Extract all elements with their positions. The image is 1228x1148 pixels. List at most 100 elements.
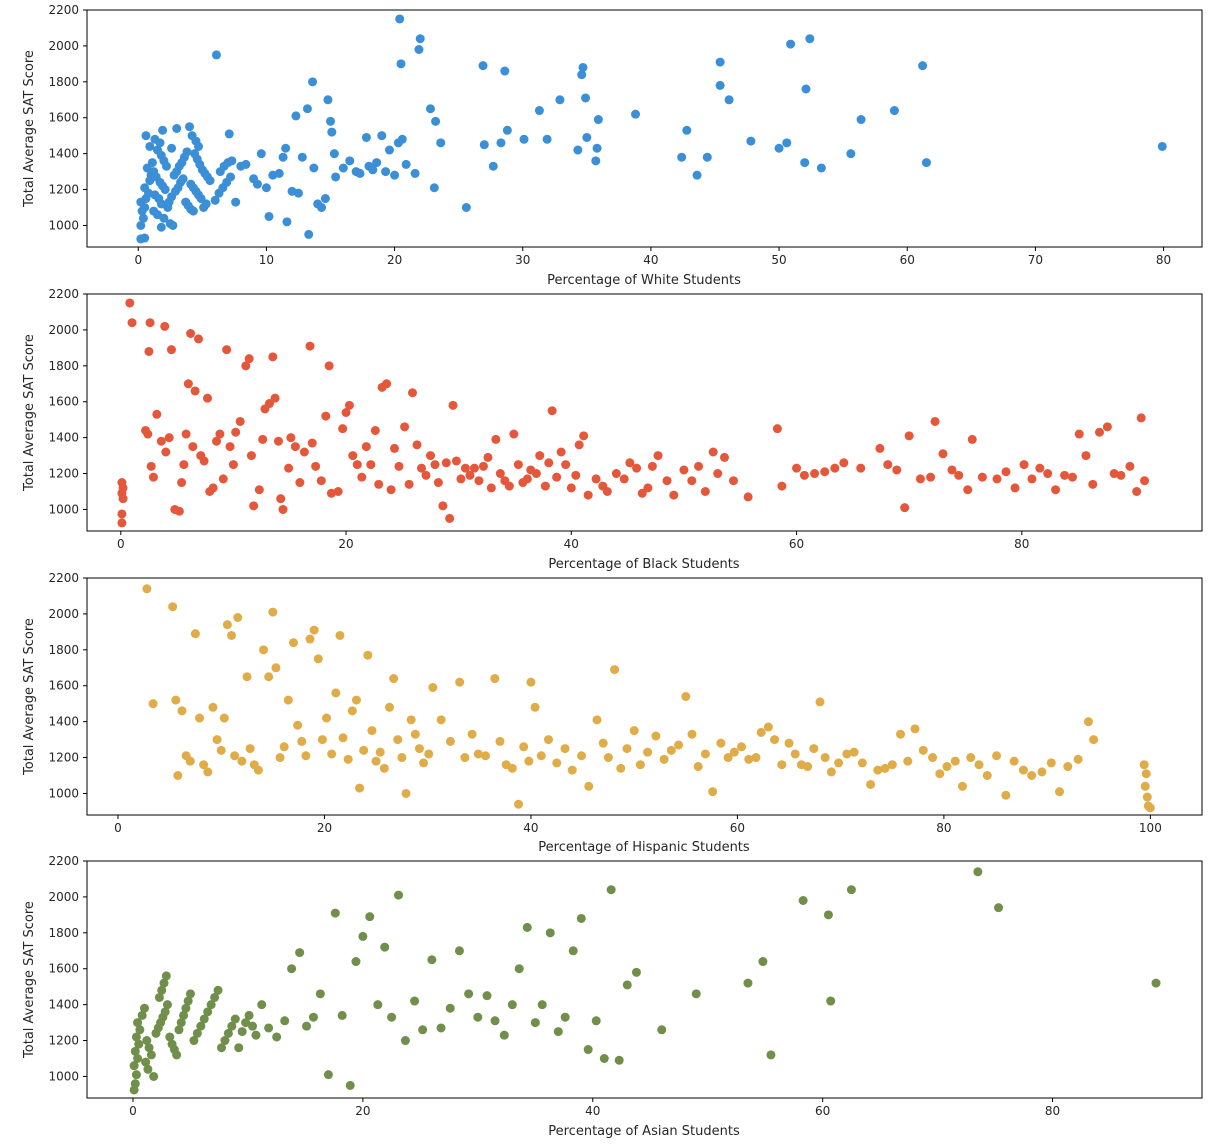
data-point	[584, 781, 594, 791]
data-point	[134, 1039, 144, 1049]
data-point	[171, 695, 181, 705]
data-point	[212, 436, 222, 446]
data-point	[849, 747, 859, 757]
data-point	[460, 753, 470, 763]
data-point	[746, 136, 756, 146]
x-tick-label: 40	[564, 537, 579, 551]
data-point	[1136, 413, 1146, 423]
data-point	[181, 429, 191, 439]
data-point	[407, 388, 417, 398]
data-point	[192, 1028, 202, 1038]
data-point	[547, 406, 557, 416]
data-point	[427, 955, 437, 965]
x-tick-label: 50	[771, 253, 786, 267]
data-point	[345, 1080, 355, 1090]
data-point	[201, 199, 211, 209]
data-point	[461, 203, 471, 212]
data-point	[205, 176, 215, 186]
ticks: 0 20 40 60 80 1000 1200 1400 1600 1800 2000 2200	[48, 287, 1029, 551]
data-point	[784, 738, 794, 748]
data-point	[372, 158, 382, 168]
data-point	[866, 779, 876, 789]
data-point	[309, 163, 319, 173]
data-point	[317, 735, 327, 745]
data-point	[414, 45, 424, 54]
data-point	[384, 145, 394, 155]
data-point	[256, 149, 266, 159]
data-point	[629, 726, 639, 736]
data-point	[708, 787, 718, 797]
data-point	[203, 767, 213, 777]
data-point	[614, 1055, 624, 1065]
data-point	[1141, 769, 1151, 779]
data-point	[889, 106, 899, 116]
data-point	[135, 1025, 145, 1035]
y-tick-label: 2200	[48, 287, 79, 301]
data-point	[177, 706, 187, 716]
plot-frame	[86, 293, 1203, 532]
plot-frame	[86, 577, 1203, 816]
data-point	[208, 483, 218, 493]
data-point	[637, 488, 647, 498]
x-tick-label: 40	[585, 1104, 600, 1118]
data-point	[268, 352, 278, 362]
data-point	[341, 408, 351, 417]
data-point	[162, 1000, 172, 1010]
data-point	[543, 735, 553, 745]
data-point	[147, 158, 157, 168]
data-point	[173, 771, 183, 780]
y-tick-label: 1600	[48, 962, 79, 976]
x-tick-label: 80	[1014, 537, 1029, 551]
data-point	[155, 138, 165, 148]
data-point	[241, 159, 251, 169]
data-point	[330, 908, 340, 918]
data-point	[522, 922, 532, 932]
data-point	[544, 458, 554, 468]
data-point	[483, 452, 493, 462]
data-point	[241, 1018, 251, 1028]
data-point	[308, 1012, 318, 1022]
data-point	[674, 740, 684, 750]
data-point	[892, 465, 902, 475]
data-point	[144, 346, 154, 356]
data-point	[390, 170, 400, 180]
y-tick-label: 1600	[48, 395, 79, 409]
data-point	[370, 425, 380, 435]
data-point	[158, 125, 168, 135]
ticks: 0 20 40 60 80 100 1000 1200 1400 1600 1800 2000 2200	[48, 571, 1161, 835]
data-point	[921, 158, 931, 168]
data-point	[875, 443, 885, 453]
data-point	[535, 451, 545, 461]
data-point	[782, 138, 792, 148]
data-point	[679, 465, 689, 475]
data-point	[519, 742, 529, 752]
data-point	[216, 745, 226, 755]
data-point	[264, 211, 274, 221]
data-point	[606, 885, 616, 895]
data-point	[509, 429, 519, 439]
data-point	[495, 469, 505, 479]
data-point	[478, 61, 488, 71]
data-point	[635, 760, 645, 770]
y-axis-label: Total Average SAT Score	[22, 901, 37, 1059]
data-point	[820, 753, 830, 763]
data-point	[928, 753, 938, 763]
data-point	[264, 672, 274, 682]
data-point	[127, 318, 137, 328]
data-point	[524, 756, 534, 766]
data-point	[199, 760, 209, 770]
data-point	[743, 492, 753, 502]
data-point	[799, 470, 809, 480]
data-point	[758, 957, 768, 967]
data-point	[792, 463, 802, 473]
data-point	[677, 152, 687, 162]
y-tick-label: 2200	[48, 854, 79, 868]
data-point	[195, 713, 205, 723]
data-point	[942, 762, 952, 772]
data-point	[373, 1000, 383, 1010]
data-point	[1081, 451, 1091, 461]
data-point	[574, 440, 584, 450]
data-point	[1140, 781, 1150, 791]
y-tick-label: 1000	[48, 786, 79, 800]
data-point	[743, 978, 753, 988]
